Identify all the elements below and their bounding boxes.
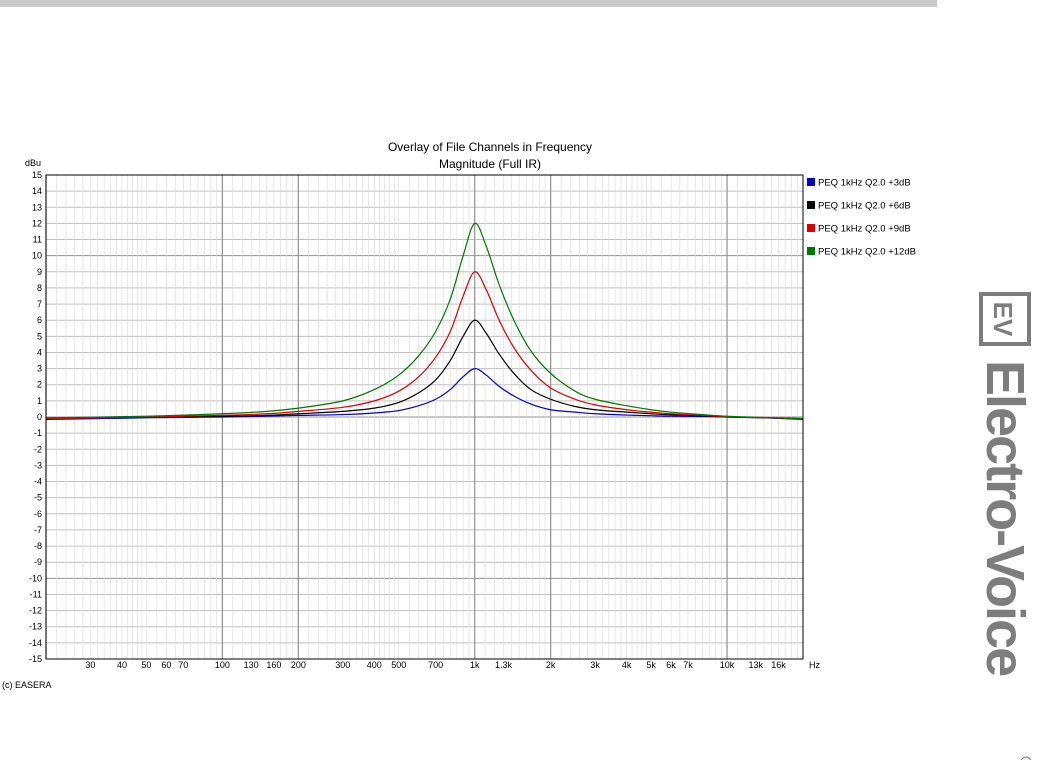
y-tick-label: 8 [37,283,42,293]
y-tick-label: -8 [34,541,42,551]
x-tick-label: 160 [266,660,281,670]
x-tick-label: 1k [470,660,480,670]
y-tick-label: 4 [37,347,42,357]
x-tick-label: 60 [161,660,171,670]
y-tick-label: -6 [34,509,42,519]
y-tick-label: -15 [29,654,42,664]
copyright-text: (c) EASERA [2,680,52,690]
y-tick-label: 10 [32,251,42,261]
series-lines [45,222,804,421]
x-tick-label: 13k [749,660,764,670]
y-tick-label: -12 [29,606,42,616]
x-tick-label: 100 [215,660,230,670]
y-tick-label: -3 [34,460,42,470]
legend-label: PEQ 1kHz Q2.0 +3dB [818,178,911,189]
y-tick-label: 6 [37,315,42,325]
series-line-2 [45,319,804,420]
legend-swatch [807,178,815,186]
x-tick-label: 70 [178,660,188,670]
x-tick-label: 5k [646,660,656,670]
x-tick-label: 2k [546,660,556,670]
y-tick-label: 0 [37,412,42,422]
legend-label: PEQ 1kHz Q2.0 +6dB [818,201,911,212]
x-tick-label: 40 [117,660,127,670]
x-tick-label: 3k [590,660,600,670]
top-rule [0,0,937,7]
legend-label: PEQ 1kHz Q2.0 +12dB [818,247,916,258]
y-tick-label: -4 [34,477,42,487]
registered-mark-icon [1020,756,1032,760]
y-tick-label: 12 [32,218,42,228]
y-tick-label: 3 [37,364,42,374]
x-tick-label: 7k [683,660,693,670]
x-tick-label: 700 [428,660,443,670]
y-tick-label: -1 [34,428,42,438]
chart-subtitle: Magnitude (Full IR) [439,157,541,171]
x-tick-labels: 30 40 50 60 70 100 130 160 200 300 400 500 700 1k 1.3k… [85,660,786,670]
y-tick-label: 5 [37,331,42,341]
x-tick-label: 1.3k [495,660,513,670]
x-tick-label: 4k [622,660,632,670]
y-tick-label: 14 [32,186,42,196]
y-tick-label: -11 [30,589,42,599]
plot-frame [45,174,804,660]
series-line-1 [45,368,804,421]
y-tick-label: -13 [29,622,42,632]
x-tick-label: 500 [391,660,406,670]
x-tick-label: 130 [244,660,259,670]
grid [45,174,803,660]
series-line-4 [45,222,804,420]
y-tick-label: 2 [37,380,42,390]
brand-name: Electro-Voice [975,360,1035,676]
x-tick-label: 200 [291,660,306,670]
legend-swatch [807,247,815,255]
x-tick-label: 400 [367,660,382,670]
y-tick-label: 13 [32,202,42,212]
x-tick-label: 50 [141,660,151,670]
x-tick-label: 10k [720,660,735,670]
y-tick-label: -2 [34,444,42,454]
legend-swatch [807,224,815,232]
y-tick-label: 15 [32,170,42,180]
ev-badge-text: EV [988,302,1018,337]
legend-label: PEQ 1kHz Q2.0 +9dB [818,224,911,235]
y-tick-labels: 1514131211109876543210-1-2-3-4-5-6-7-8-9… [29,170,42,664]
y-tick-label: -10 [29,573,42,583]
legend-swatch [807,201,815,209]
chart-title: Overlay of File Channels in Frequency [388,140,592,154]
x-tick-label: 6k [666,660,676,670]
x-tick-label: 30 [85,660,95,670]
y-tick-label: 9 [37,267,42,277]
y-axis-label: dBu [25,158,41,168]
legend: PEQ 1kHz Q2.0 +3dB PEQ 1kHz Q2.0 +6dB PEQ … [807,178,916,258]
x-tick-label: 16k [771,660,786,670]
y-tick-label: -5 [34,493,42,503]
y-tick-label: -7 [34,525,42,535]
y-tick-label: -9 [34,557,42,567]
x-tick-label: 300 [335,660,350,670]
x-axis-label: Hz [809,660,820,670]
series-line-3 [45,271,804,420]
y-tick-label: 7 [37,299,42,309]
y-tick-label: -14 [29,638,42,648]
y-tick-label: 1 [37,396,42,406]
y-tick-label: 11 [33,235,42,245]
ev-logo-icon: EV [979,292,1031,346]
electro-voice-logo: EV Electro-Voice [975,292,1035,760]
